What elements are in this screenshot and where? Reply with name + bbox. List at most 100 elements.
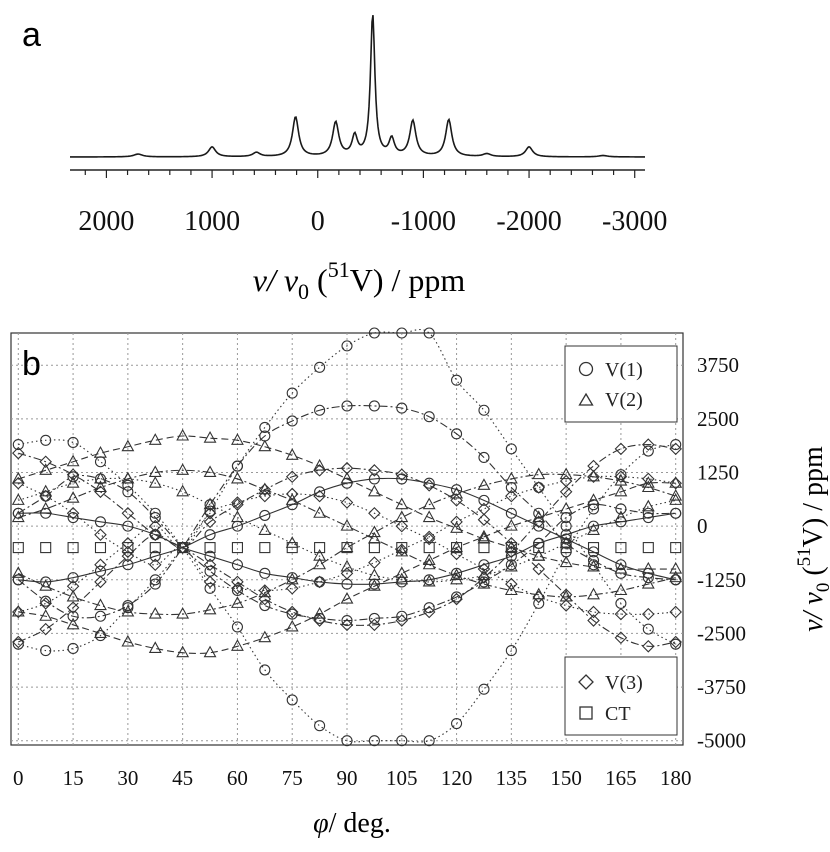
marker-v2-triangle xyxy=(477,529,491,542)
marker-v3-diamond xyxy=(313,614,326,627)
marker-v3-diamond xyxy=(642,438,655,451)
marker-v3-diamond xyxy=(505,489,518,503)
marker-v1-circle xyxy=(505,559,517,571)
marker-v1-circle xyxy=(122,599,134,612)
marker-v2-triangle xyxy=(587,523,600,535)
marker-v3-diamond xyxy=(12,635,25,649)
marker-v3-diamond xyxy=(66,506,80,520)
marker-v1-circle xyxy=(314,720,326,732)
marker-ct-square xyxy=(177,542,189,554)
marker-v2-triangle xyxy=(532,467,546,480)
marker-v2-triangle xyxy=(367,579,381,591)
panel-b-ylabel-main: ν/ ν xyxy=(798,592,829,632)
panel-b-label: b xyxy=(22,345,41,383)
panel-a-x-axis: 2000 1000 0 -1000 -2000 -3000 xyxy=(70,169,667,237)
marker-v1-circle xyxy=(670,507,682,519)
marker-ct-square xyxy=(149,542,161,554)
marker-v1-circle xyxy=(286,415,298,427)
marker-v1-circle xyxy=(286,387,298,399)
marker-v3-diamond xyxy=(532,481,546,494)
marker-v2-triangle xyxy=(11,493,25,505)
marker-v3-diamond xyxy=(148,558,162,572)
marker-v3-diamond xyxy=(12,605,25,619)
marker-v1-circle xyxy=(396,473,408,485)
marker-v2-triangle xyxy=(504,583,518,596)
marker-v2-triangle xyxy=(450,568,463,581)
marker-v2-triangle xyxy=(39,484,53,497)
marker-v2-triangle xyxy=(176,606,190,619)
marker-v2-triangle xyxy=(587,587,600,600)
marker-v3-diamond xyxy=(669,605,682,619)
marker-v1-circle xyxy=(423,327,435,339)
marker-v2-triangle xyxy=(148,641,162,653)
legend-ct-label: CT xyxy=(605,703,631,725)
marker-v3-diamond xyxy=(505,577,518,591)
marker-ct-square xyxy=(670,542,682,554)
marker-v1-circle xyxy=(122,479,134,491)
marker-v2-triangle xyxy=(231,433,244,445)
marker-v3-diamond xyxy=(94,528,107,541)
marker-v3-diamond xyxy=(642,472,655,486)
marker-v3-diamond xyxy=(422,532,436,546)
marker-v2-triangle xyxy=(504,518,518,531)
marker-v3-diamond xyxy=(94,558,107,572)
marker-v2-triangle xyxy=(559,501,573,514)
marker-v3-diamond xyxy=(313,464,326,477)
marker-v1-circle xyxy=(314,486,326,498)
marker-v1-circle xyxy=(478,576,490,588)
marker-v1-circle xyxy=(560,529,572,541)
marker-v2-triangle xyxy=(450,572,463,585)
marker-v3-diamond xyxy=(587,605,600,619)
marker-v3-diamond xyxy=(231,582,244,595)
marker-v1-circle xyxy=(67,572,79,584)
marker-v1-circle xyxy=(341,735,353,747)
marker-ct-square xyxy=(94,542,107,554)
marker-v1-circle xyxy=(505,443,517,455)
marker-v1-circle xyxy=(423,574,435,586)
marker-v1-circle xyxy=(94,610,107,622)
marker-v1-circle xyxy=(259,421,271,433)
marker-v2-triangle xyxy=(367,525,381,538)
marker-v1-circle xyxy=(423,735,435,747)
marker-v3-diamond xyxy=(669,442,682,456)
marker-v1-circle xyxy=(396,402,408,414)
marker-v1-circle xyxy=(451,374,463,386)
marker-v3-diamond xyxy=(368,464,381,477)
marker-v3-diamond xyxy=(258,584,272,597)
series-curve-v1 xyxy=(18,512,676,585)
panel-b: 0 15 30 45 60 75 90 105 120 135 150 165 180 3750 2500… xyxy=(10,327,830,839)
marker-v1-circle xyxy=(396,610,408,622)
panel-b-ylabel-rest: V) / ppm xyxy=(798,446,829,547)
marker-v2-triangle xyxy=(450,540,463,553)
marker-v3-diamond xyxy=(66,601,80,614)
marker-v2-triangle xyxy=(559,467,573,480)
marker-v1-circle xyxy=(122,559,134,571)
panel-a-label: a xyxy=(22,16,41,54)
marker-v1-circle xyxy=(67,642,79,654)
marker-v2-triangle xyxy=(395,566,409,578)
marker-v2-triangle xyxy=(340,540,354,553)
panel-b-x-tick-label: 30 xyxy=(117,766,138,790)
marker-v1-circle xyxy=(12,507,24,519)
marker-v2-triangle xyxy=(203,465,217,478)
marker-v3-diamond xyxy=(12,446,25,460)
marker-ct-square xyxy=(259,542,271,554)
marker-v3-diamond xyxy=(121,537,135,550)
marker-v2-triangle xyxy=(258,439,272,452)
marker-v3-diamond xyxy=(368,506,381,520)
marker-v1-circle xyxy=(40,645,52,657)
marker-v1-circle xyxy=(231,559,243,571)
marker-ct-square xyxy=(478,542,490,554)
marker-v3-diamond xyxy=(121,545,135,559)
marker-v2-triangle xyxy=(94,598,107,611)
marker-v3-diamond xyxy=(94,575,107,589)
panel-b-x-tick-label: 180 xyxy=(660,766,692,790)
marker-v3-diamond xyxy=(285,470,299,484)
marker-v2-triangle xyxy=(669,488,683,501)
panel-a-xlabel-main: ν/ ν xyxy=(253,262,299,298)
marker-v2-triangle xyxy=(340,518,354,531)
marker-v1-circle xyxy=(67,610,79,622)
marker-v3-diamond xyxy=(313,575,326,589)
panel-a-x-tick-label: 1000 xyxy=(184,206,240,237)
